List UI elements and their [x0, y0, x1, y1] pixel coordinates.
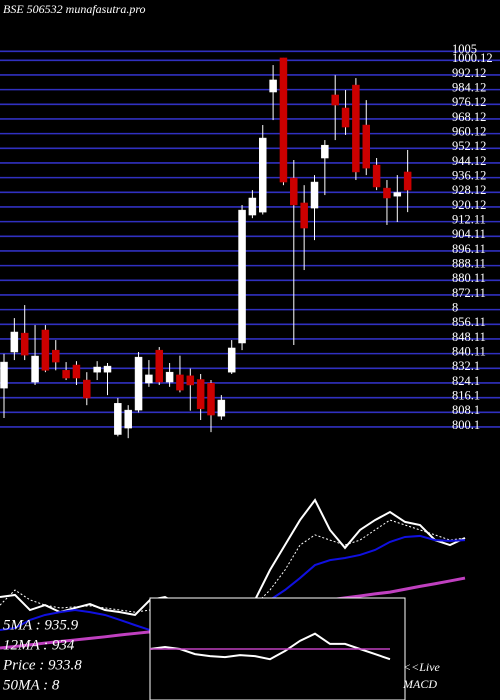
candle-body: [134, 356, 143, 411]
candle-body: [186, 375, 195, 386]
y-tick-label: 816.1: [452, 389, 480, 403]
y-tick-label: 896.11: [452, 242, 486, 256]
candle-body: [372, 164, 381, 188]
candle-body: [165, 371, 174, 383]
macd-label: MACD: [402, 677, 437, 691]
y-tick-label: 984.12: [452, 80, 486, 94]
candle-body: [217, 399, 226, 417]
candle-body: [248, 197, 257, 216]
candle-body: [41, 329, 50, 371]
indicator-label: 50MA : 8: [3, 677, 60, 693]
candle-body: [207, 382, 215, 416]
candle-body: [331, 94, 339, 106]
candle-body: [196, 379, 205, 410]
candle-body: [10, 331, 19, 353]
indicator-label: Price : 933.8: [2, 657, 82, 673]
y-tick-label: 832.1: [452, 359, 480, 373]
candle-body: [72, 364, 81, 379]
candle-body: [103, 365, 112, 373]
candle-body: [290, 177, 298, 206]
candle-body: [352, 84, 360, 173]
y-tick-label: 880.11: [452, 271, 486, 285]
candle-body: [300, 202, 308, 229]
candle-body: [269, 79, 277, 93]
candle-body: [52, 349, 60, 363]
candle-body: [321, 144, 329, 159]
y-tick-label: 920.12: [452, 198, 486, 212]
candle-body: [114, 403, 122, 435]
y-tick-label: 936.12: [452, 168, 486, 182]
candle-body: [145, 374, 153, 384]
candle-body: [93, 366, 101, 373]
indicator-label: 12MA : 934: [3, 637, 75, 653]
y-tick-label: 1000.12: [452, 51, 493, 65]
y-tick-label: 856.11: [452, 315, 486, 329]
y-tick-label: 888.11: [452, 257, 486, 271]
y-tick-label: 1005: [452, 42, 477, 56]
y-tick-label: 872.11: [452, 286, 486, 300]
candle-body: [238, 209, 246, 344]
y-tick-label: 808.1: [452, 403, 480, 417]
candle-body: [393, 192, 402, 197]
candle-body: [124, 409, 132, 429]
y-tick-label: 912.11: [452, 213, 486, 227]
y-tick-label: 944.12: [452, 154, 486, 168]
indicator-line: [0, 519, 466, 613]
y-tick-label: 960.12: [452, 124, 486, 138]
candle-body: [62, 370, 70, 379]
candle-body: [31, 355, 39, 383]
candles: [0, 57, 412, 439]
candle-body: [176, 374, 184, 391]
candle-body: [259, 137, 267, 213]
labels: 800.1808.1816.1824.1832.1840.11848.11856…: [2, 42, 493, 693]
candle-body: [341, 107, 350, 128]
y-tick-label: 968.12: [452, 110, 486, 124]
y-tick-label: 976.12: [452, 95, 486, 109]
macd-line: [149, 632, 391, 661]
chart-title: BSE 506532 munafasutra.pro: [3, 2, 146, 16]
candle-body: [0, 361, 8, 389]
candle-body: [310, 181, 319, 209]
y-tick-label: 904.11: [452, 227, 486, 241]
y-tick-label: 840.11: [452, 345, 486, 359]
candle-body: [83, 379, 91, 399]
candle-body: [279, 57, 288, 183]
y-tick-label: 800.1: [452, 418, 480, 432]
candle-body: [155, 349, 163, 383]
macd-label: <<Live: [403, 660, 441, 674]
y-tick-label: 992.12: [452, 66, 486, 80]
y-tick-label: 952.12: [452, 139, 486, 153]
indicator-label: 5MA : 935.9: [3, 617, 79, 633]
candle-body: [20, 332, 29, 356]
candle-body: [227, 347, 236, 373]
candle-body: [383, 187, 391, 199]
y-tick-label: 8: [452, 301, 458, 315]
macd-panel: [149, 597, 406, 700]
candle-body: [403, 171, 412, 191]
y-tick-label: 848.11: [452, 330, 486, 344]
candle-body: [362, 124, 370, 169]
y-tick-label: 928.12: [452, 183, 486, 197]
y-tick-label: 824.1: [452, 374, 480, 388]
